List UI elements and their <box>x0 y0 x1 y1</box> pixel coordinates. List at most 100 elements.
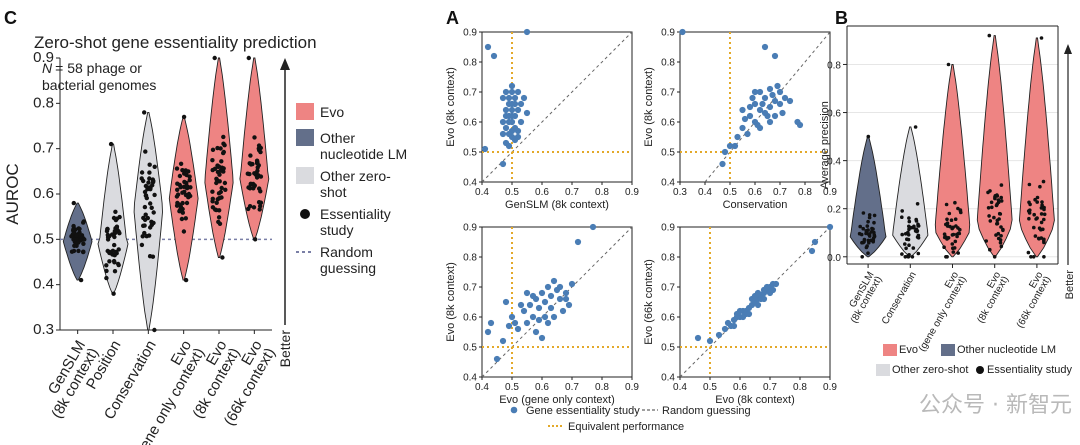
legend-label: Other nucleotide LM <box>957 344 1056 356</box>
y-tick-label: 0.4 <box>661 178 675 189</box>
essentiality-point <box>912 225 916 230</box>
essentiality-point <box>1041 227 1045 232</box>
essentiality-point <box>148 201 153 206</box>
legend-label: Other <box>320 130 355 146</box>
essentiality-point <box>174 166 180 171</box>
scatter-point <box>559 307 567 315</box>
essentiality-point <box>72 243 77 248</box>
scatter-point <box>772 280 780 288</box>
scatter-point <box>756 88 764 96</box>
essentiality-point <box>872 213 877 218</box>
essentiality-point <box>144 234 149 239</box>
essentiality-point <box>867 215 872 220</box>
y-tick-label: 0.9 <box>661 28 675 39</box>
essentiality-point <box>1027 182 1032 187</box>
essentiality-point <box>999 225 1003 229</box>
essentiality-point <box>252 183 257 188</box>
scatter-point <box>538 289 546 297</box>
scatter-point <box>547 304 555 312</box>
scatter-point <box>514 88 522 96</box>
essentiality-point <box>866 134 871 139</box>
legend-label: Other zero-shot <box>892 364 968 376</box>
essentiality-point <box>951 225 955 230</box>
essentiality-point <box>906 254 911 259</box>
essentiality-point <box>246 55 251 61</box>
scatter-point <box>774 82 781 90</box>
scatter-point <box>511 112 519 120</box>
essentiality-point <box>104 228 110 234</box>
essentiality-point <box>999 244 1004 249</box>
essentiality-point <box>188 185 193 190</box>
scatter-point <box>706 337 714 345</box>
x-tick-label: 0.3 <box>673 187 687 198</box>
scatter-a2: 0.3 0.4 0.5 0.6 0.7 0.8 0.90.40.50.60.70.80.9C… <box>643 28 837 212</box>
x-tick-label: 0.9 <box>625 187 639 198</box>
x-tick-label: Evo(66k context) <box>1007 270 1053 330</box>
essentiality-point <box>212 166 218 171</box>
plot-frame <box>679 226 831 378</box>
essentiality-point <box>141 215 146 221</box>
y-tick-label: 0.7 <box>661 88 675 99</box>
scatter-point <box>779 109 786 117</box>
legend-dot <box>976 366 984 374</box>
essentiality-point <box>151 220 156 226</box>
essentiality-point <box>988 219 993 223</box>
essentiality-point <box>1042 254 1046 259</box>
essentiality-point <box>139 170 145 175</box>
x-tick-label: 0.5 <box>703 382 717 393</box>
panel-c-annotation-line1: N = 58 phage or <box>42 60 142 76</box>
y-tick-label: 0.7 <box>33 140 54 157</box>
essentiality-point <box>915 202 920 206</box>
essentiality-point <box>990 205 994 210</box>
essentiality-point <box>221 134 226 140</box>
scatter-point <box>766 118 774 126</box>
essentiality-point <box>959 210 963 215</box>
scatter-point <box>739 313 747 321</box>
essentiality-point <box>150 183 155 188</box>
essentiality-point <box>954 224 958 228</box>
scatter-point <box>811 238 819 246</box>
violin-4 <box>1018 37 1055 258</box>
scatter-point <box>721 148 729 156</box>
essentiality-point <box>71 248 77 254</box>
essentiality-point <box>996 198 1001 202</box>
legend-label: Other zero- <box>320 168 391 184</box>
scatter-point <box>745 310 753 318</box>
essentiality-point <box>221 166 226 171</box>
essentiality-point <box>951 250 956 254</box>
essentiality-point <box>864 231 868 236</box>
legend-swatch-1 <box>296 129 314 146</box>
essentiality-point <box>152 327 157 333</box>
scatter-point <box>523 289 531 297</box>
scatter-point <box>763 283 771 291</box>
legend-swatch <box>941 344 955 356</box>
essentiality-point <box>78 277 84 283</box>
essentiality-point <box>907 227 911 231</box>
scatter-a4: 0.4 0.5 0.6 0.7 0.8 0.9 0.4 0.5 0.6 0.7 0.8 0.9 Evo … <box>643 223 837 407</box>
essentiality-point <box>104 263 109 268</box>
scatter-point <box>730 322 738 330</box>
essentiality-point <box>149 205 154 210</box>
scatter-point <box>535 316 543 324</box>
violin-5 <box>239 57 270 240</box>
essentiality-point <box>143 183 149 189</box>
scatter-point <box>761 94 769 102</box>
scatter-point <box>694 334 702 342</box>
essentiality-point <box>175 187 180 192</box>
y-tick-label: 0.7 <box>463 88 477 99</box>
essentiality-point <box>993 195 997 199</box>
essentiality-point <box>184 200 190 206</box>
essentiality-point <box>223 187 228 192</box>
x-tick-label: 0.9 <box>625 382 639 393</box>
essentiality-point <box>142 189 148 195</box>
essentiality-point <box>872 233 876 237</box>
legend-label: shot <box>320 184 347 200</box>
scatter-point <box>487 319 495 327</box>
essentiality-point <box>184 183 189 189</box>
x-axis-label: Evo (gene only context) <box>499 394 615 406</box>
scatter-point <box>535 304 543 312</box>
essentiality-point <box>110 232 116 237</box>
essentiality-point <box>952 246 957 250</box>
x-tick-label: 0.9 <box>823 382 837 393</box>
